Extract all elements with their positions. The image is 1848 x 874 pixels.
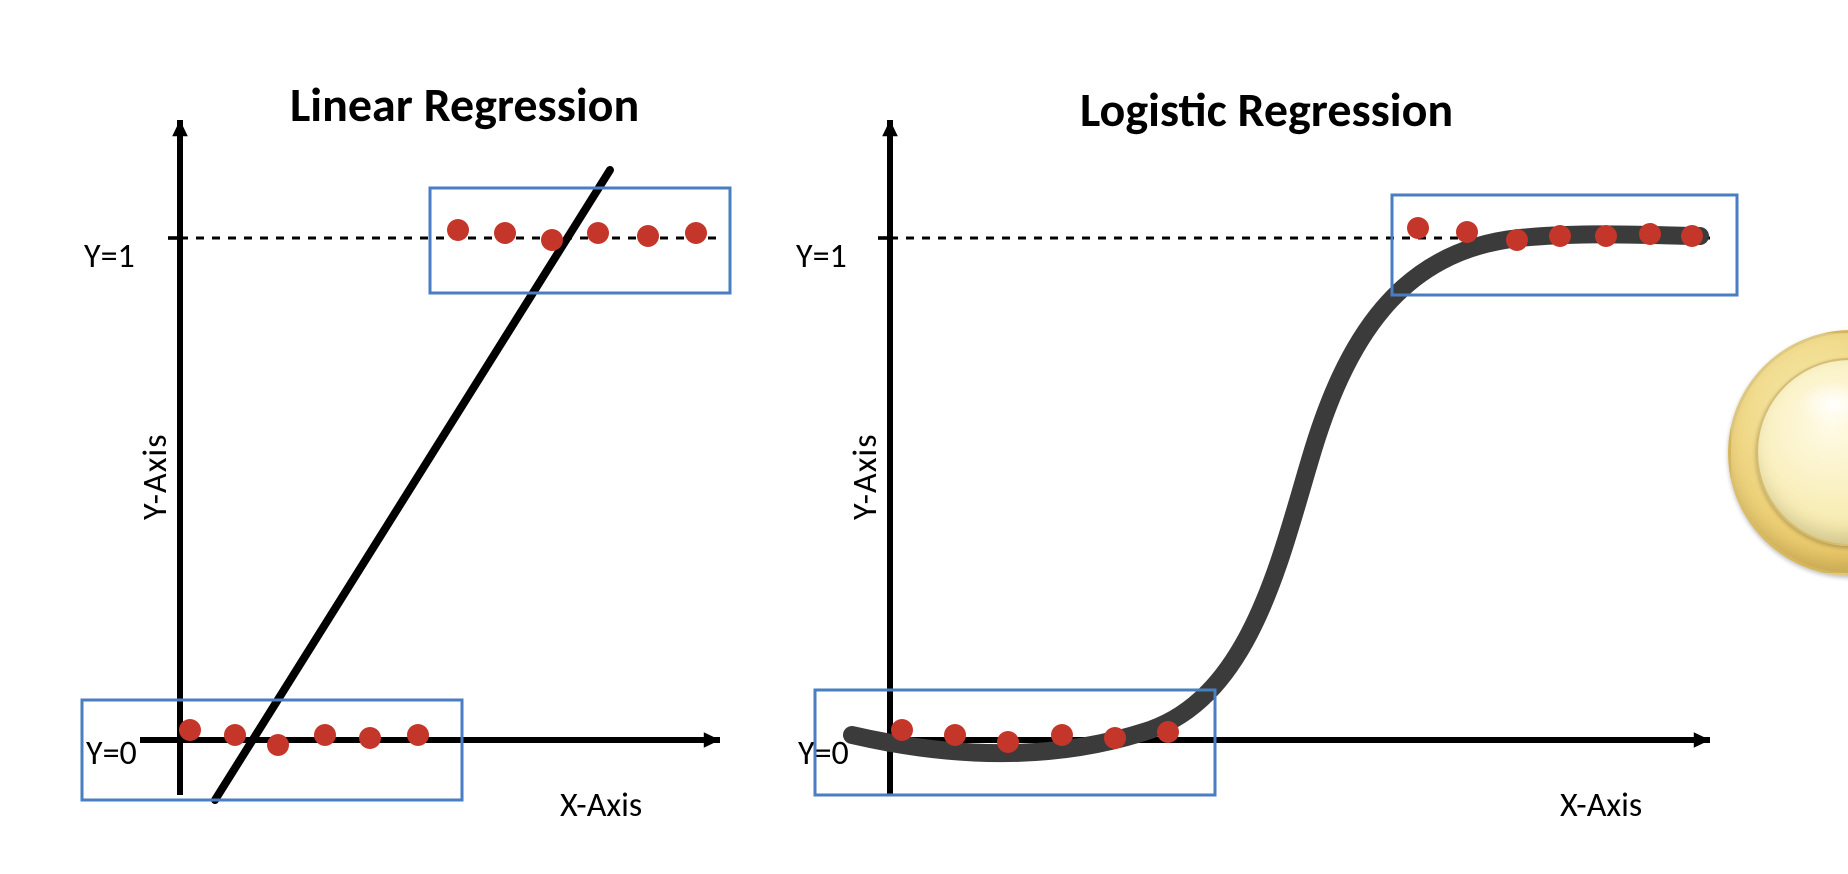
left-top-point: [685, 222, 707, 244]
right-top-point: [1595, 225, 1617, 247]
left-top-point: [587, 222, 609, 244]
left-x-axis-end-arrow: [704, 732, 720, 748]
left-bottom-point: [407, 724, 429, 746]
left-y-axis-end-arrow: [172, 120, 188, 136]
right-bottom-point: [1157, 721, 1179, 743]
right-top-point: [1681, 225, 1703, 247]
right-bottom-point: [997, 731, 1019, 753]
left-top-point: [494, 222, 516, 244]
left-top-point: [541, 229, 563, 251]
right-top-point: [1639, 223, 1661, 245]
left-bottom-point: [359, 727, 381, 749]
linear-regression-line: [215, 170, 610, 800]
right-bottom-point: [891, 719, 913, 741]
logistic-sigmoid-curve: [852, 234, 1700, 753]
left-top-point: [637, 225, 659, 247]
left-top-point: [447, 219, 469, 241]
right-y-axis-end-arrow: [882, 120, 898, 136]
right-bottom-point: [944, 724, 966, 746]
diagram-stage: Linear Regression Logistic Regression Y-…: [0, 0, 1848, 874]
right-top-point: [1407, 217, 1429, 239]
left-bottom-point: [267, 734, 289, 756]
right-bottom-point: [1104, 727, 1126, 749]
right-x-axis-end-arrow: [1694, 732, 1710, 748]
left-bottom-point: [179, 719, 201, 741]
plot-svg: [0, 0, 1848, 874]
left-bottom-point: [314, 724, 336, 746]
left-highlight-box: [430, 188, 730, 293]
left-bottom-point: [224, 724, 246, 746]
right-top-point: [1456, 221, 1478, 243]
right-bottom-point: [1051, 724, 1073, 746]
right-top-point: [1506, 229, 1528, 251]
right-top-point: [1549, 225, 1571, 247]
